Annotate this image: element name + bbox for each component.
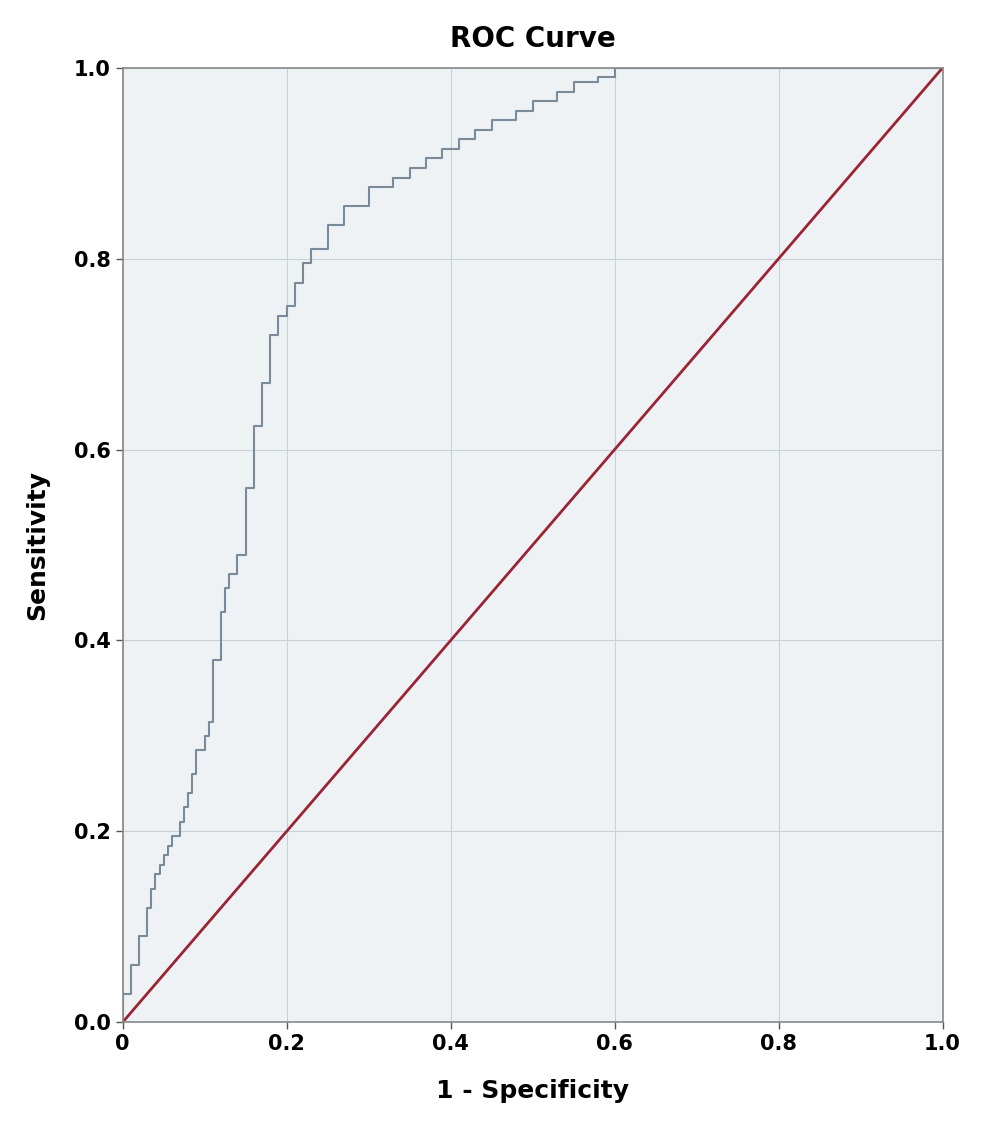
Y-axis label: Sensitivity: Sensitivity <box>25 470 49 620</box>
X-axis label: 1 - Specificity: 1 - Specificity <box>436 1079 629 1103</box>
Title: ROC Curve: ROC Curve <box>450 25 615 53</box>
